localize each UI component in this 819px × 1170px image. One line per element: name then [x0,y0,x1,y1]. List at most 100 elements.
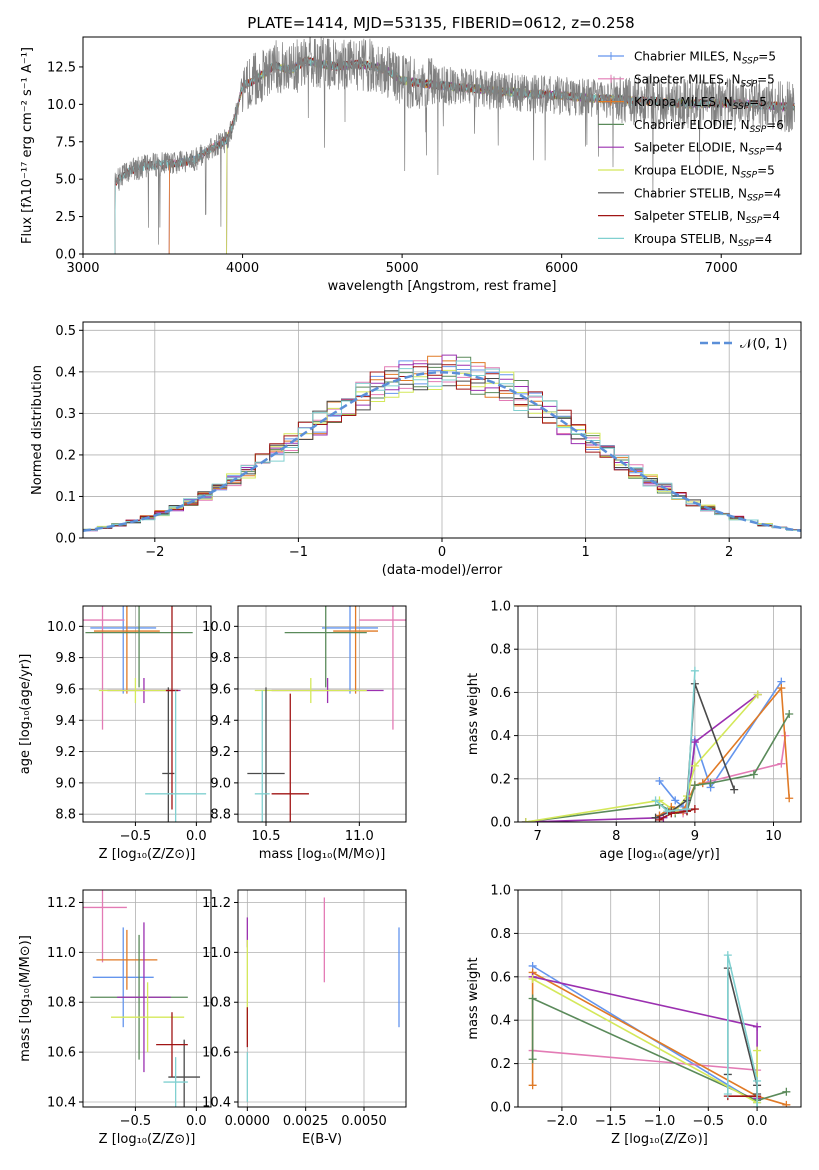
y-tick-label: 10.4 [202,1096,231,1111]
x-tick-label: 3000 [66,261,99,276]
legend-label-tail: =5 [757,72,775,86]
x-axis-label: E(B-V) [302,1132,342,1147]
y-axis-label: Normed distribution [30,365,45,495]
plot-area [83,890,201,1107]
y-tick-label: 10.8 [202,996,231,1011]
y-axis-label: age [log₁₀(age/yr)] [18,654,33,775]
weight-marker-kroupa_elodie [753,1046,762,1055]
y-tick-label: 0.4 [490,729,511,744]
weight-marker-salpeter_stelib [655,815,664,822]
weight-line-salpeter_elodie [532,976,758,1099]
chart-1: −2 −1 0 1 2 0.0 0.1 0.2 0.3 0.4 0.5 (data-model)/er… [30,321,802,578]
plot-area [83,606,207,822]
legend-label-kroupa_miles: Kroupa MILES, NSSP=5 [634,95,767,112]
y-tick-label: 0.0 [490,1101,511,1116]
x-tick-label: −0.5 [120,829,152,844]
x-tick-label: −0.5 [693,1114,725,1129]
weight-marker-kroupa_miles [777,684,786,693]
y-tick-label: 0.0 [55,532,76,547]
legend-label-kroupa_elodie: Kroupa ELODIE, NSSP=5 [634,164,775,181]
x-tick-label: 10 [765,829,782,844]
x-tick-label: 11.0 [345,829,374,844]
legend-label-chabrier_miles: Chabrier MILES, NSSP=5 [634,50,776,67]
legend-label-sub: SSP [747,193,764,203]
y-axis-label: mass weight [466,957,481,1039]
legend-label-sub: SSP [742,57,759,67]
legend-label-tail: =5 [758,50,776,64]
x-tick-label: −2.0 [546,1114,578,1129]
legend-label-base: Kroupa STELIB, N [634,232,738,246]
legend-label-base: Chabrier MILES, N [634,50,742,64]
axes-frame [517,605,802,823]
x-axis-label: age [log₁₀(age/yr)] [599,847,720,862]
weight-marker-kroupa_elodie [521,818,530,822]
weight-line-chabrier_stelib [727,967,758,1094]
chart-7: −2.0 −1.5 −1.0 −0.5 0.0 0.0 0.2 0.4 0.6 0.8 1.0 Z [… [466,884,802,1147]
legend-label-tail: =5 [749,95,767,109]
weight-line-chabrier_elodie [531,997,787,1102]
legend-label-base: Salpeter ELODIE, N [634,141,748,155]
legend-label-kroupa_stelib: Kroupa STELIB, NSSP=4 [634,232,772,249]
legend-label-tail: =4 [754,232,772,246]
y-axis-label: Flux [fλ10⁻¹⁷ erg cm⁻² s⁻¹ A⁻¹] [20,47,35,244]
x-tick-label: 2 [725,545,733,560]
chart-3: 10.5 11.0 8.8 9.0 9.2 9.4 9.6 9.8 10.0 mass [log₁… [202,605,407,862]
weight-marker-kroupa_elodie [753,690,762,699]
y-tick-label: 0.2 [490,1057,511,1072]
legend-label-tail: =4 [762,209,780,223]
axes-frame [237,889,407,1108]
legend-label-salpeter_stelib: Salpeter STELIB, NSSP=4 [634,209,780,226]
y-tick-label: 8.8 [55,808,76,823]
y-tick-label: 10.0 [47,98,76,113]
weight-marker-salpeter_elodie [753,1022,762,1031]
legend-label-tail: =4 [765,141,783,155]
legend-label-chabrier_elodie: Chabrier ELODIE, NSSP=6 [634,118,784,135]
x-tick-label: −1 [289,545,308,560]
weight-marker-salpeter_elodie [690,738,699,747]
y-tick-label: 11.0 [202,946,231,961]
weight-line-kroupa_miles [659,686,790,817]
weight-marker-kroupa_stelib [663,807,672,816]
y-tick-label: 10.6 [47,1046,76,1061]
chart-6: 0.0000 0.0025 0.0050 10.4 10.6 10.8 11.0 11.2 E(… [202,889,407,1147]
weight-line-kroupa_stelib [655,670,696,813]
x-tick-label: −0.5 [120,1114,152,1129]
plot-area [528,951,791,1107]
weight-marker-chabrier_miles [671,796,680,805]
y-tick-label: 10.6 [202,1046,231,1061]
y-tick-label: 9.6 [55,682,76,697]
weight-marker-kroupa_stelib [723,951,732,960]
axes-frame [82,605,212,823]
x-tick-label: 0.0000 [225,1114,271,1129]
x-tick-label: −2 [145,545,164,560]
weight-marker-kroupa_stelib [651,796,660,805]
y-tick-label: 0.4 [55,365,76,380]
weight-marker-kroupa_stelib [753,1103,762,1107]
weight-marker-chabrier_miles [655,776,664,785]
x-tick-label: 4000 [226,261,259,276]
chart-0: 3000 4000 5000 6000 7000 0.0 2.5 5.0 7.5 10.0 12.5… [20,14,802,294]
weight-line-kroupa_elodie [532,978,758,1105]
y-axis-label: mass weight [466,673,481,755]
plot-area [83,354,801,533]
legend-label-sub: SSP [748,148,765,158]
y-tick-label: 10.4 [47,1096,76,1111]
x-axis-label: mass [log₁₀(M/M⊙)] [259,847,386,862]
x-tick-label: −1.5 [595,1114,627,1129]
legend-label-base: Salpeter STELIB, N [634,209,746,223]
y-tick-label: 0.2 [55,448,76,463]
legend-label-sub: SSP [750,125,767,135]
x-tick-label: 0.0 [186,1114,207,1129]
weight-marker-chabrier_elodie [782,1087,791,1096]
y-tick-label: 0.6 [490,686,511,701]
y-tick-label: 9.8 [210,651,231,666]
axes-frame [82,36,802,255]
weight-marker-kroupa_miles [782,1100,791,1107]
weight-marker-salpeter_miles [777,759,786,768]
y-tick-label: 12.5 [47,60,76,75]
normal-curve [83,371,801,532]
legend-label-salpeter_elodie: Salpeter ELODIE, NSSP=4 [634,141,783,158]
weight-marker-kroupa_miles [528,1081,537,1090]
legend-label-tail: =4 [764,186,782,200]
